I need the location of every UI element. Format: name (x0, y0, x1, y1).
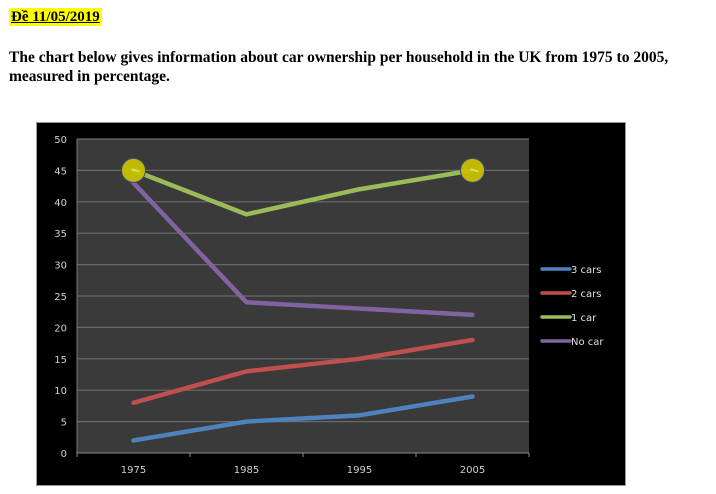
legend-label: 3 cars (571, 265, 602, 276)
y-tick-label: 10 (54, 386, 67, 397)
x-tick-label: 1975 (121, 465, 146, 476)
y-tick-label: 25 (54, 292, 67, 303)
y-tick-label: 35 (54, 229, 67, 240)
series-line-3-cars (131, 394, 475, 443)
y-tick-label: 45 (54, 166, 67, 177)
y-tick-label: 5 (61, 418, 67, 429)
x-tick-label: 1985 (234, 465, 259, 476)
series-line-2-cars (131, 337, 475, 406)
legend-label: 1 car (571, 313, 597, 324)
x-tick-label: 2005 (460, 465, 485, 476)
page-heading: Đề 11/05/2019 (9, 8, 102, 26)
y-tick-label: 15 (54, 355, 67, 366)
highlight-marker-line (131, 168, 140, 173)
x-tick-label: 1995 (347, 465, 372, 476)
chart-frame: 0 5 10 15 20 25 30 35 40 45 50 1975 1985 1995 2005 3 ca… (36, 122, 626, 486)
y-tick-label: 0 (61, 449, 67, 460)
y-tick-label: 40 (54, 198, 67, 209)
chart-description: The chart below gives information about … (9, 49, 669, 85)
legend-label: No car (571, 337, 604, 348)
legend-label: 2 cars (571, 289, 602, 300)
series-line-1-car (131, 168, 475, 217)
y-tick-label: 50 (54, 135, 67, 146)
highlight-marker-line (470, 168, 479, 173)
series-line-no-car (131, 180, 475, 318)
y-tick-label: 20 (54, 323, 67, 334)
y-tick-label: 30 (54, 261, 67, 272)
line-chart: 0 5 10 15 20 25 30 35 40 45 50 1975 1985 1995 2005 3 ca… (54, 135, 604, 476)
